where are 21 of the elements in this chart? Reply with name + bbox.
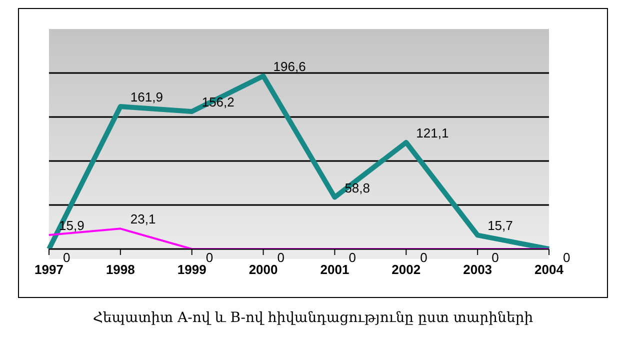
data-label: 196,6 bbox=[273, 58, 306, 74]
data-label: 0 bbox=[206, 250, 214, 265]
x-tick-label: 2000 bbox=[248, 262, 278, 278]
data-label: 0 bbox=[420, 250, 428, 265]
data-label: 15,7 bbox=[488, 218, 513, 234]
text: Հեպատիտ A-ով և B-ով հիվանդացությունը ըստ տարիների bbox=[92, 310, 534, 326]
data-label: 121,1 bbox=[416, 125, 449, 140]
x-tick-label: 1998 bbox=[106, 262, 135, 278]
data-label: 0 bbox=[63, 250, 70, 265]
data-label: 23,1 bbox=[130, 212, 156, 227]
data-label: 0 bbox=[277, 250, 285, 265]
x-tick-label: 2002 bbox=[392, 262, 421, 278]
data-label: 0 bbox=[563, 250, 570, 265]
data-label: 0 bbox=[492, 250, 499, 265]
x-tick-label: 1997 bbox=[34, 262, 64, 278]
x-tick-label: 1999 bbox=[177, 262, 206, 278]
x-tick-label: 2001 bbox=[320, 262, 350, 278]
x-tick-label: 2004 bbox=[534, 262, 564, 278]
x-tick-label: 2003 bbox=[463, 262, 492, 278]
data-label: 0 bbox=[348, 250, 356, 265]
data-label: 161,9 bbox=[130, 90, 163, 105]
